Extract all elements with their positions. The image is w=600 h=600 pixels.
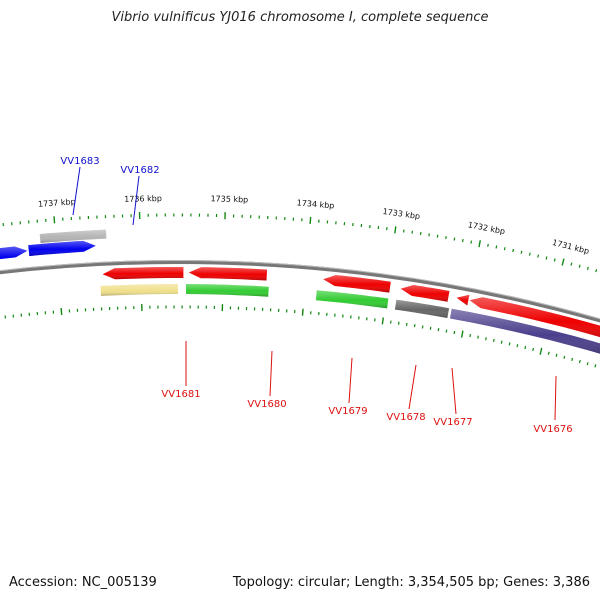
gene-label-vv1683[interactable]: VV1683 — [60, 156, 99, 167]
tick-labels: 1737 kbp 1736 kbp 1735 kbp 1734 kbp 1733 kbp… — [38, 194, 590, 256]
major-tick — [381, 317, 384, 325]
gene-label-leader — [72, 166, 81, 216]
minor-tick — [555, 353, 558, 357]
gene-label-leader — [554, 375, 557, 421]
minor-tick — [453, 330, 456, 335]
minor-tick — [553, 258, 556, 262]
gene-arrow-shade — [28, 240, 96, 257]
major-tick — [60, 307, 63, 316]
tick-label: 1735 kbp — [210, 194, 248, 204]
feature-bar-shade — [39, 229, 107, 243]
minor-tick — [516, 344, 519, 348]
minor-tick — [547, 351, 550, 355]
minor-tick — [495, 245, 498, 249]
minor-tick — [571, 357, 574, 362]
accession-text: Accession: NC_005139 — [9, 575, 157, 590]
tick-label: 1733 kbp — [382, 207, 421, 221]
gene-arrow-shade — [188, 267, 268, 281]
major-tick — [561, 258, 565, 266]
gene-label-vv1680[interactable]: VV1680 — [247, 399, 286, 410]
feature-track — [39, 229, 600, 354]
major-tick — [53, 216, 56, 224]
feature-bar-shade — [394, 299, 450, 318]
gene-labels: VV1683 VV1682 VV1681 VV1680 VV1679 VV1678 VV16… — [60, 156, 572, 435]
minor-tick — [586, 362, 589, 366]
map-title: Vibrio vulnificus YJ016 chromosome I, co… — [111, 10, 489, 25]
gene-arrow-shade — [0, 246, 28, 260]
gene-label-leader — [132, 175, 140, 226]
minor-tick — [595, 269, 598, 273]
minor-tick — [437, 328, 440, 332]
gene-label-leader — [408, 364, 417, 410]
gene-label-vv1682[interactable]: VV1682 — [120, 165, 159, 176]
minor-tick — [578, 264, 581, 268]
gene-label-vv1681[interactable]: VV1681 — [161, 389, 200, 400]
minor-tick — [429, 326, 432, 330]
feature-bar-shade — [315, 290, 389, 309]
minor-tick — [477, 335, 479, 339]
gene-label-leader — [269, 350, 273, 397]
chromosome-backbone — [0, 259, 600, 323]
minor-tick — [500, 340, 503, 344]
summary-text: Topology: circular; Length: 3,354,505 bp… — [232, 575, 590, 590]
minor-tick — [528, 252, 531, 256]
minor-tick — [445, 236, 447, 240]
minor-tick — [570, 262, 573, 266]
minor-tick — [563, 355, 566, 359]
minor-tick — [520, 250, 523, 254]
major-tick — [301, 308, 304, 316]
minor-tick — [485, 337, 487, 341]
gene-label-vv1677[interactable]: VV1677 — [433, 417, 472, 428]
gene-label-leader — [451, 367, 457, 415]
minor-tick — [470, 240, 473, 244]
major-tick — [460, 330, 464, 338]
minor-tick — [524, 345, 527, 350]
minor-tick — [512, 248, 515, 253]
minor-tick — [578, 359, 581, 364]
minor-tick — [469, 333, 472, 338]
tick-label: 1736 kbp — [124, 194, 162, 204]
minor-tick — [537, 254, 540, 258]
tick-label: 1732 kbp — [467, 220, 506, 236]
feature-bar-shade — [186, 284, 269, 297]
gene-label-leader — [348, 357, 353, 404]
major-tick — [539, 347, 543, 355]
gene-label-vv1676[interactable]: VV1676 — [533, 424, 572, 435]
gene-arrow-shade — [102, 267, 184, 280]
gene-label-vv1678[interactable]: VV1678 — [386, 412, 425, 423]
major-tick — [478, 240, 481, 248]
minor-tick — [586, 266, 589, 271]
tick-label: 1737 kbp — [38, 197, 76, 209]
gene-arrow-shade — [400, 285, 450, 302]
minor-tick — [445, 329, 448, 333]
backbone-arc — [0, 260, 600, 323]
minor-tick — [532, 347, 535, 352]
tick-label: 1731 kbp — [551, 238, 590, 256]
gene-arrow-shade — [469, 297, 600, 338]
gene-arrow-shade — [456, 294, 470, 306]
major-tick — [309, 216, 312, 225]
gene-label-vv1679[interactable]: VV1679 — [328, 406, 367, 417]
gene-track — [0, 240, 600, 338]
minor-tick — [594, 364, 597, 368]
gene-arrow-shade — [323, 275, 391, 293]
backbone-highlight — [0, 259, 600, 320]
minor-tick — [487, 243, 489, 247]
major-tick — [394, 226, 397, 234]
scale-ticks-inner — [4, 303, 597, 368]
minor-tick — [492, 338, 495, 343]
minor-tick — [545, 256, 548, 260]
scale-ticks-outer — [2, 211, 598, 273]
minor-tick — [508, 342, 511, 346]
tick-label: 1734 kbp — [296, 198, 334, 210]
minor-tick — [461, 238, 464, 243]
feature-bar-shade — [450, 308, 600, 354]
feature-bar-shade — [100, 284, 178, 296]
minor-tick — [453, 237, 456, 241]
minor-tick — [503, 247, 506, 251]
